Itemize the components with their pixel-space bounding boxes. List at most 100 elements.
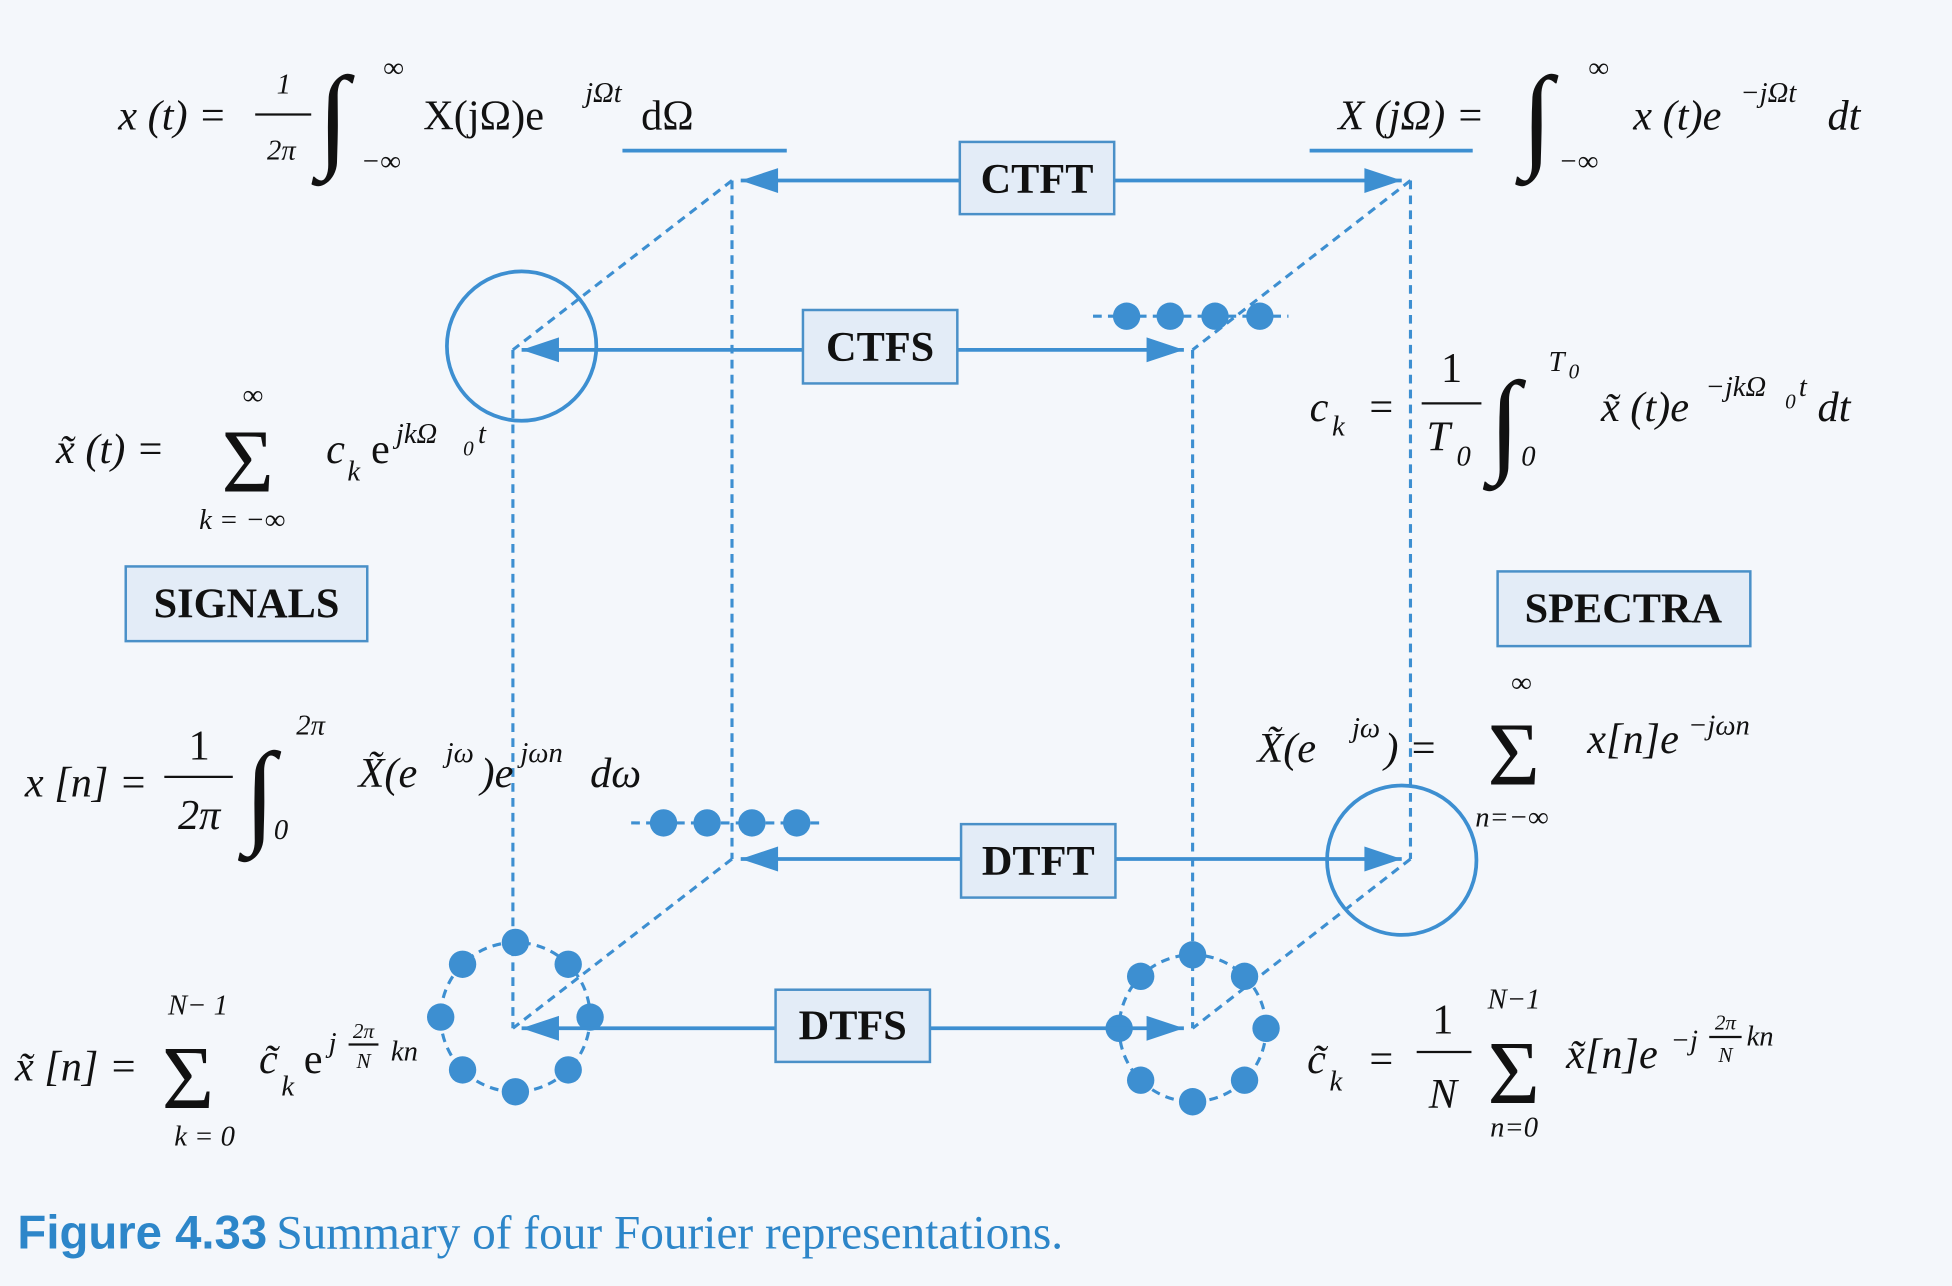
- dot: [1112, 302, 1141, 330]
- math: c: [326, 426, 345, 473]
- equation: X (jΩ) = ∫ ∞ −∞ x (t)e −jΩt dt: [1336, 52, 1861, 186]
- math: dt: [1818, 384, 1852, 431]
- dot: [1156, 302, 1184, 330]
- math: Σ: [1488, 1024, 1540, 1123]
- math: n=0: [1490, 1112, 1538, 1144]
- dot: [1178, 1088, 1207, 1116]
- box: [774, 988, 932, 1064]
- math: c̃: [259, 1036, 280, 1083]
- box: [124, 565, 369, 643]
- dot: [1201, 302, 1229, 330]
- math: x̃ [n] =: [14, 1044, 138, 1091]
- math: k: [1332, 411, 1346, 443]
- box-label: SIGNALS: [154, 580, 340, 627]
- caption-label: Figure 4.33: [17, 1207, 267, 1260]
- math: jω: [1348, 712, 1380, 744]
- box-label: CTFT: [981, 156, 1094, 203]
- math: N: [355, 1049, 372, 1073]
- equation: x [n] = 1 2π ∫ 2π 0 X̃(e jω )e jωn dω: [24, 710, 641, 863]
- equation: x (t) = 1 2π ∫ ∞ −∞ X(jΩ)e jΩt dΩ: [117, 52, 693, 186]
- math: ∫: [238, 730, 282, 863]
- math: 2π: [178, 792, 222, 839]
- math: c: [1310, 384, 1329, 431]
- arrows: [521, 168, 1402, 1041]
- math: T: [1427, 414, 1454, 461]
- equation: c̃ k = 1 N Σ N−1 n=0 x̃[n]e −j 2π N kn: [1307, 983, 1773, 1143]
- math: −jωn: [1688, 710, 1750, 742]
- math: dt: [1828, 92, 1862, 139]
- math: ∞: [1511, 667, 1531, 699]
- box-label: SPECTRA: [1525, 585, 1723, 632]
- math: t: [1799, 371, 1808, 403]
- math: ∫: [1483, 359, 1527, 492]
- math: 1: [1441, 345, 1462, 392]
- math: k = −∞: [199, 504, 285, 536]
- dot: [1126, 1066, 1155, 1094]
- dot: [1230, 1066, 1259, 1094]
- cube: [427, 148, 1479, 1116]
- math: 2π: [1715, 1011, 1738, 1035]
- dot: [554, 1056, 582, 1084]
- math: k: [281, 1071, 295, 1103]
- math: k = 0: [174, 1120, 235, 1152]
- math: x (t) =: [117, 92, 226, 139]
- dot: [1252, 1014, 1280, 1042]
- math: Σ: [1488, 705, 1540, 804]
- math: kn: [391, 1036, 418, 1068]
- arrowhead: [1146, 1015, 1184, 1041]
- arrowhead: [521, 1015, 559, 1041]
- math: j: [325, 1027, 337, 1059]
- dot: [501, 1078, 530, 1106]
- math: x [n] =: [24, 760, 148, 807]
- box: [801, 308, 959, 385]
- dashed-edge: [511, 857, 733, 1030]
- math: dω: [590, 750, 641, 797]
- box: [1496, 570, 1752, 648]
- box-label: CTFS: [826, 324, 934, 371]
- math: jΩt: [581, 77, 623, 109]
- arrowhead: [1364, 168, 1402, 193]
- dot: [427, 1003, 455, 1031]
- math: 2π: [296, 710, 325, 742]
- equation: c k = 1 T 0 ∫ T 0 0 x̃ (t)e −jkΩ 0 t dt: [1310, 345, 1852, 491]
- math: e: [371, 426, 390, 473]
- box-label: DTFT: [982, 838, 1095, 885]
- math: ∫: [311, 54, 355, 187]
- arrowhead: [740, 846, 779, 872]
- equation: X̃(e jω ) = Σ ∞ n=−∞ x[n]e −jωn: [1255, 667, 1750, 833]
- math: −jΩt: [1740, 77, 1797, 109]
- math: −jkΩ: [1706, 371, 1767, 403]
- math: jω: [442, 737, 474, 769]
- dot: [448, 950, 477, 978]
- math: N: [1717, 1043, 1734, 1067]
- math: c̃: [1307, 1036, 1328, 1083]
- math: jωn: [516, 737, 562, 769]
- math: ∫: [1515, 54, 1559, 187]
- math: X̃(e: [1255, 725, 1316, 772]
- boxes: CTFT CTFS DTFT DTFS SIGNALS SPECTRA: [124, 140, 1752, 1064]
- dot: [1246, 302, 1274, 330]
- dashed-edge: [511, 179, 733, 352]
- math: 1: [277, 68, 291, 100]
- dashed-edge: [1191, 179, 1412, 352]
- math: 0: [274, 814, 288, 846]
- dot: [576, 1003, 604, 1031]
- math: 0: [1521, 441, 1535, 473]
- dot: [738, 809, 766, 837]
- math: N− 1: [167, 990, 228, 1022]
- math: 2π: [353, 1019, 376, 1043]
- math: 0: [1457, 441, 1471, 473]
- dot: [554, 950, 582, 978]
- math: e: [304, 1036, 323, 1083]
- dot: [1230, 962, 1259, 991]
- math: ) =: [1382, 725, 1437, 772]
- math: dΩ: [641, 92, 694, 139]
- math: =: [1369, 384, 1393, 431]
- dot: [693, 809, 721, 837]
- math: x[n]e: [1586, 716, 1679, 763]
- math: =: [1369, 1036, 1393, 1083]
- math: t: [478, 418, 487, 450]
- math: ∞: [383, 52, 403, 84]
- caption-text: Summary of four Fourier representations.: [276, 1208, 1063, 1260]
- math: 1: [1432, 996, 1453, 1043]
